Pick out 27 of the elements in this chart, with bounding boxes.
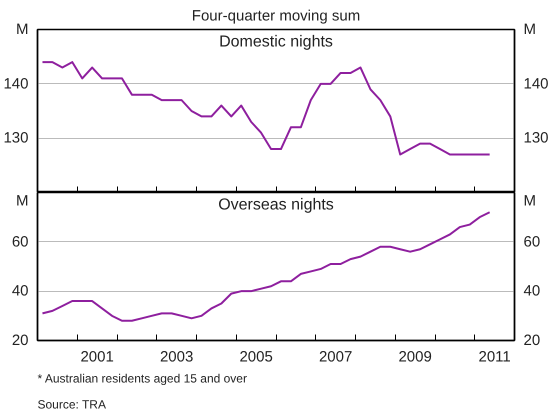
y-tick-label: 60 bbox=[12, 233, 29, 250]
x-tick-label: 2007 bbox=[318, 348, 352, 366]
y-axis-title: M bbox=[16, 192, 29, 210]
y2-axis-title: M bbox=[524, 192, 536, 210]
source-note: Source: TRA bbox=[38, 398, 106, 412]
y2-tick-label: 40 bbox=[524, 282, 540, 300]
x-tick-label: 2005 bbox=[239, 348, 273, 366]
y2-tick-label: 20 bbox=[524, 332, 540, 349]
chart-title: Domestic nights bbox=[219, 34, 333, 50]
y-axis-title: M bbox=[16, 21, 29, 38]
y2-tick-label: 60 bbox=[524, 233, 540, 250]
y2-axis-title: M bbox=[524, 21, 536, 38]
x-tick-label: 2009 bbox=[398, 348, 432, 366]
line-series bbox=[41, 211, 491, 322]
y2-tick-label: 130 bbox=[524, 130, 549, 147]
y-tick-label: 140 bbox=[3, 75, 29, 92]
y-tick-label: 20 bbox=[12, 332, 29, 349]
x-tick-label: 2011 bbox=[478, 348, 511, 366]
x-tick-label: 2003 bbox=[160, 348, 194, 366]
text: Four-quarter moving sum bbox=[192, 8, 360, 24]
y-tick-label: 130 bbox=[3, 130, 29, 147]
text: * Australian residents aged 15 and over bbox=[38, 372, 247, 386]
x-tick-label: 2001 bbox=[80, 348, 114, 366]
line-series bbox=[41, 61, 491, 156]
y-tick-label: 40 bbox=[12, 282, 29, 300]
y2-tick-label: 140 bbox=[524, 75, 549, 92]
chart-title: Overseas nights bbox=[218, 196, 334, 214]
